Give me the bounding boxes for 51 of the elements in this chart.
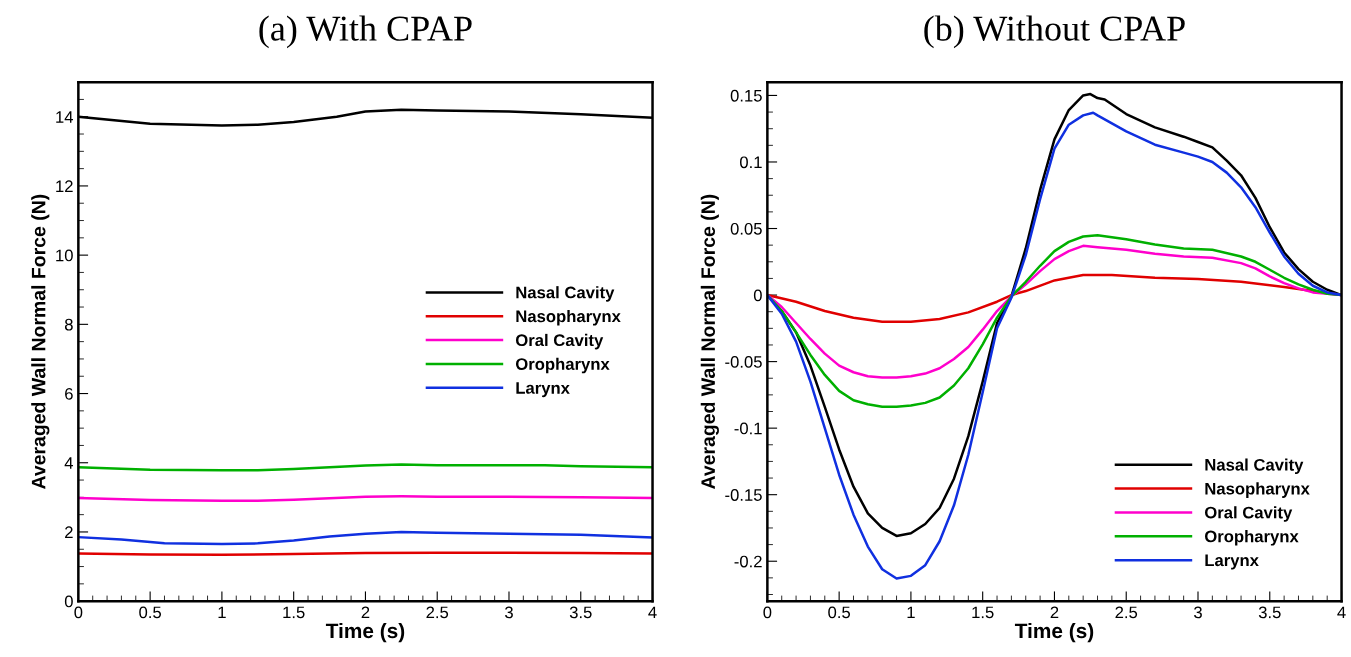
x-tick-label: 0 — [74, 606, 83, 619]
y-tick-label: 0.05 — [730, 222, 762, 235]
y-tick-label: -0.2 — [734, 555, 762, 568]
y-axis-title: Averaged Wall Normal Force (N) — [31, 194, 50, 489]
y-tick-label: 2 — [65, 526, 73, 538]
y-tick-label: 4 — [64, 457, 74, 469]
x-tick-label: 3 — [1194, 606, 1202, 619]
y-tick-label: 0 — [753, 289, 762, 302]
legend-label: Larynx — [516, 382, 570, 398]
y-tick-label: -0.15 — [725, 489, 762, 501]
y-tick-label: 10 — [56, 249, 73, 262]
x-tick-label: 1 — [218, 606, 226, 619]
legend-label: Oral Cavity — [1204, 506, 1293, 522]
x-tick-label: 4 — [648, 606, 657, 619]
x-tick-label: 1.5 — [972, 606, 994, 619]
y-tick-label: -0.1 — [734, 422, 762, 435]
chart-title: (b) Without CPAP — [924, 15, 1185, 49]
x-tick-label: 4 — [1337, 606, 1346, 619]
x-tick-label: 0 — [763, 606, 772, 619]
y-tick-label: 12 — [56, 180, 73, 192]
legend-label: Larynx — [1205, 554, 1259, 570]
x-tick-label: 0.5 — [139, 606, 162, 619]
legend-label: Nasopharynx — [1205, 482, 1310, 498]
x-tick-label: 1 — [907, 606, 915, 619]
x-axis-title: Time (s) — [1014, 622, 1094, 643]
x-tick-label: 3.5 — [1258, 606, 1281, 619]
y-tick-label: 0.15 — [730, 89, 762, 102]
legend-label: Nasal Cavity — [516, 286, 615, 302]
legend-label: Nasopharynx — [516, 310, 621, 326]
x-tick-label: 0.5 — [828, 606, 851, 619]
line-series — [78, 530, 653, 546]
x-tick-label: 2 — [1050, 606, 1059, 619]
y-tick-label: 0.1 — [739, 156, 762, 169]
legend-label: Oropharynx — [515, 357, 610, 374]
y-tick-label: 8 — [64, 318, 73, 331]
x-tick-label: 1.5 — [283, 606, 305, 619]
legend-label: Oral Cavity — [515, 333, 604, 350]
y-tick-label: 6 — [65, 387, 73, 400]
legend-label: Nasal Cavity — [1205, 458, 1304, 475]
x-tick-label: 2.5 — [1115, 606, 1138, 619]
y-axis-title: Averaged Wall Normal Force (N) — [700, 194, 719, 489]
y-tick-label: 14 — [56, 111, 74, 123]
legend-label: Oropharynx — [1204, 530, 1299, 546]
x-tick-label: 3.5 — [569, 606, 592, 619]
x-axis-title: Time (s) — [325, 622, 405, 643]
x-tick-label: 2.5 — [426, 606, 449, 619]
chart-title: (a) With CPAP — [259, 15, 472, 49]
x-tick-label: 2 — [361, 606, 370, 619]
y-tick-label: 0 — [64, 595, 73, 608]
y-tick-label: -0.05 — [725, 356, 762, 368]
x-tick-label: 3 — [504, 606, 513, 619]
